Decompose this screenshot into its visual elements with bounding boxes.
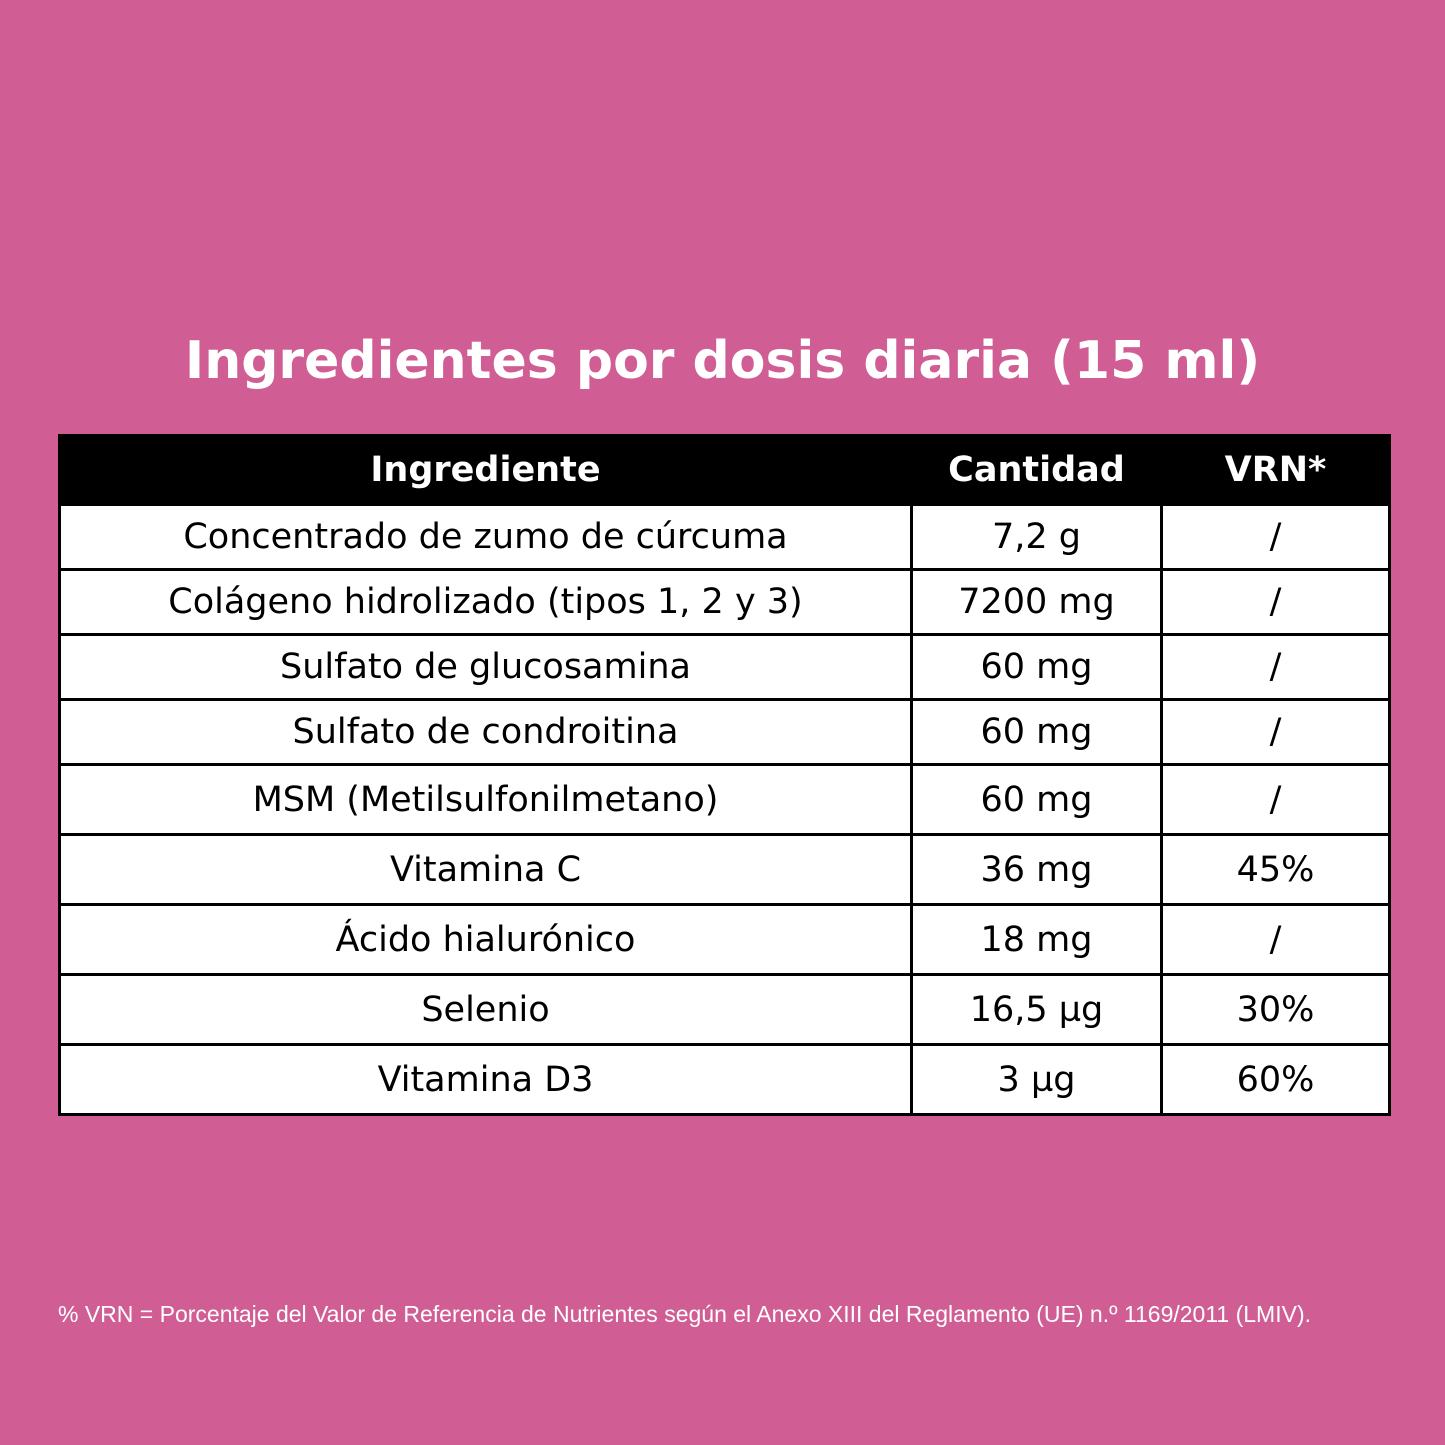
ingredient-name: MSM (Metilsulfonilmetano) bbox=[58, 763, 913, 836]
table-row: Concentrado de zumo de cúrcuma 7,2 g / bbox=[58, 503, 1391, 571]
ingredient-name: Concentrado de zumo de cúrcuma bbox=[58, 503, 913, 571]
ingredient-quantity: 60 mg bbox=[910, 763, 1163, 836]
ingredient-name: Colágeno hidrolizado (tipos 1, 2 y 3) bbox=[58, 568, 913, 636]
ingredient-name: Sulfato de glucosamina bbox=[58, 633, 913, 701]
ingredient-vrn: / bbox=[1160, 903, 1391, 976]
ingredient-quantity: 7200 mg bbox=[910, 568, 1163, 636]
ingredient-vrn: 30% bbox=[1160, 973, 1391, 1046]
page-title: Ingredientes por dosis diaria (15 ml) bbox=[184, 331, 1261, 391]
ingredient-name: Vitamina C bbox=[58, 833, 913, 906]
ingredient-vrn: / bbox=[1160, 763, 1391, 836]
ingredient-vrn: / bbox=[1160, 568, 1391, 636]
table-row: Sulfato de condroitina 60 mg / bbox=[58, 698, 1391, 766]
table-row: Colágeno hidrolizado (tipos 1, 2 y 3) 72… bbox=[58, 568, 1391, 636]
ingredient-vrn: 60% bbox=[1160, 1043, 1391, 1116]
ingredient-quantity: 18 mg bbox=[910, 903, 1163, 976]
table-row: Selenio 16,5 µg 30% bbox=[58, 973, 1391, 1046]
table-row: Vitamina D3 3 µg 60% bbox=[58, 1043, 1391, 1116]
header-vrn: VRN* bbox=[1160, 435, 1391, 505]
footnote: % VRN = Porcentaje del Valor de Referenc… bbox=[58, 1301, 1311, 1327]
ingredient-quantity: 3 µg bbox=[910, 1043, 1163, 1116]
ingredient-quantity: 60 mg bbox=[910, 698, 1163, 766]
ingredient-quantity: 16,5 µg bbox=[910, 973, 1163, 1046]
table-row: MSM (Metilsulfonilmetano) 60 mg / bbox=[58, 763, 1391, 836]
table-row: Vitamina C 36 mg 45% bbox=[58, 833, 1391, 906]
ingredient-quantity: 36 mg bbox=[910, 833, 1163, 906]
ingredient-vrn: / bbox=[1160, 698, 1391, 766]
header-quantity: Cantidad bbox=[910, 435, 1163, 505]
ingredient-vrn: / bbox=[1160, 503, 1391, 571]
ingredient-vrn: 45% bbox=[1160, 833, 1391, 906]
ingredient-name: Ácido hialurónico bbox=[58, 903, 913, 976]
table-header-row: Ingrediente Cantidad VRN* bbox=[58, 435, 1391, 505]
ingredient-vrn: / bbox=[1160, 633, 1391, 701]
ingredient-name: Selenio bbox=[58, 973, 913, 1046]
table-row: Ácido hialurónico 18 mg / bbox=[58, 903, 1391, 976]
ingredients-table: Ingrediente Cantidad VRN* Concentrado de… bbox=[58, 434, 1391, 1116]
ingredient-name: Vitamina D3 bbox=[58, 1043, 913, 1116]
table-row: Sulfato de glucosamina 60 mg / bbox=[58, 633, 1391, 701]
header-ingredient: Ingrediente bbox=[58, 435, 913, 505]
ingredient-quantity: 7,2 g bbox=[910, 503, 1163, 571]
ingredient-name: Sulfato de condroitina bbox=[58, 698, 913, 766]
ingredient-quantity: 60 mg bbox=[910, 633, 1163, 701]
